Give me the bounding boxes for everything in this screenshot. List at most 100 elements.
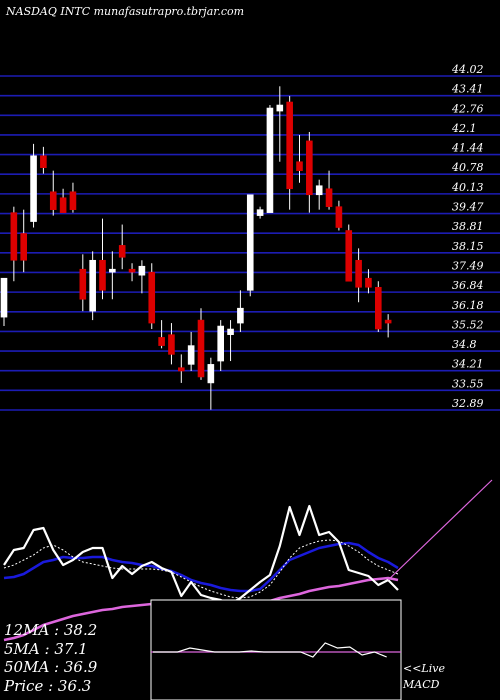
candle-body-down bbox=[178, 367, 185, 372]
candle bbox=[296, 134, 303, 183]
candle bbox=[207, 357, 215, 410]
candle bbox=[118, 224, 126, 270]
candle-body-down bbox=[306, 140, 313, 196]
candle bbox=[237, 290, 244, 332]
candle-body-down bbox=[365, 277, 372, 288]
y-tick-label: 36.18 bbox=[452, 299, 484, 312]
candle bbox=[325, 170, 333, 210]
candle-body-down bbox=[374, 286, 382, 330]
candle bbox=[10, 206, 18, 282]
candle-body-up bbox=[246, 194, 254, 291]
candle-body-down bbox=[118, 245, 126, 258]
candle-body-down bbox=[128, 268, 136, 273]
legend-12ma: 12MA : 38.2 bbox=[4, 621, 97, 639]
candle-body-up bbox=[109, 268, 116, 273]
candle-body-up bbox=[276, 104, 284, 112]
ma-blue-line bbox=[3, 541, 399, 593]
live-label: <<Live bbox=[403, 662, 445, 675]
candle bbox=[187, 331, 195, 372]
candle bbox=[89, 251, 96, 321]
candle bbox=[246, 194, 254, 297]
candle-body-down bbox=[69, 191, 77, 210]
candle-body-down bbox=[296, 161, 303, 171]
y-tick-label: 42.76 bbox=[451, 102, 484, 115]
y-tick-label: 36.84 bbox=[452, 279, 484, 292]
candle-body-up bbox=[237, 307, 244, 324]
candle bbox=[168, 323, 175, 365]
candle-body-down bbox=[384, 319, 392, 324]
y-tick-label: 34.8 bbox=[452, 338, 477, 351]
candle bbox=[49, 170, 57, 216]
chart-title: NASDAQ INTC munafasutrapro.tbrjar.com bbox=[5, 5, 244, 18]
y-tick-label: 40.13 bbox=[451, 181, 484, 194]
candlestick-series bbox=[0, 86, 392, 410]
candle-body-up bbox=[138, 265, 146, 276]
candle-body-up bbox=[0, 277, 8, 318]
candle-body-down bbox=[355, 259, 362, 288]
y-tick-label: 43.41 bbox=[451, 83, 484, 96]
candle bbox=[109, 251, 116, 300]
candle bbox=[335, 200, 343, 231]
candle bbox=[315, 179, 323, 210]
candle-body-up bbox=[256, 209, 264, 216]
candle-body-up bbox=[315, 185, 323, 196]
candle bbox=[276, 86, 284, 162]
candle bbox=[59, 188, 67, 213]
candle bbox=[0, 277, 8, 327]
candle bbox=[148, 263, 156, 330]
candle bbox=[306, 131, 313, 213]
y-tick-label: 37.49 bbox=[452, 259, 484, 272]
candle-body-down bbox=[158, 337, 165, 346]
y-tick-label: 41.44 bbox=[451, 142, 484, 155]
legend-5ma: 5MA : 37.1 bbox=[4, 640, 88, 658]
candle-body-down bbox=[20, 233, 28, 261]
y-tick-label: 38.15 bbox=[452, 240, 484, 253]
candle bbox=[374, 281, 382, 332]
candle-body-down bbox=[10, 212, 18, 261]
candle bbox=[158, 320, 165, 349]
candle-body-down bbox=[49, 191, 57, 210]
candle bbox=[256, 206, 264, 219]
candle bbox=[345, 224, 353, 282]
candle-body-down bbox=[40, 155, 47, 168]
y-tick-label: 35.52 bbox=[452, 318, 484, 331]
candle bbox=[355, 248, 362, 303]
legend-50ma: 50MA : 36.9 bbox=[4, 658, 98, 676]
candle-body-up bbox=[30, 155, 37, 222]
y-tick-label: 32.89 bbox=[452, 397, 484, 410]
candle bbox=[384, 314, 392, 338]
candle bbox=[178, 354, 185, 383]
candle-body-up bbox=[266, 107, 274, 213]
y-axis-tick-labels: 44.02 43.41 42.76 42.1 41.44 40.78 40.13 39.47 3… bbox=[451, 63, 484, 410]
candle-body-down bbox=[345, 230, 353, 282]
y-tick-label: 42.1 bbox=[451, 122, 477, 135]
candle bbox=[20, 209, 28, 273]
spike-line bbox=[387, 479, 493, 581]
ma12-line bbox=[3, 504, 399, 606]
candle bbox=[99, 218, 106, 300]
candle-body-down bbox=[197, 319, 205, 378]
signal-line bbox=[3, 539, 399, 599]
candle bbox=[197, 308, 205, 380]
macd-label: MACD bbox=[402, 678, 440, 691]
y-tick-label: 33.55 bbox=[452, 377, 484, 390]
y-tick-label: 40.78 bbox=[451, 161, 484, 174]
candle-body-down bbox=[168, 334, 175, 355]
candle-body-down bbox=[99, 259, 106, 291]
candle-body-down bbox=[79, 268, 87, 300]
candle bbox=[227, 320, 234, 362]
y-tick-label: 34.21 bbox=[452, 358, 484, 371]
candle-body-down bbox=[148, 271, 156, 324]
candle bbox=[266, 105, 274, 213]
macd-inset-panel bbox=[150, 599, 402, 700]
candle bbox=[138, 260, 146, 294]
candle-body-up bbox=[187, 345, 195, 365]
candle-body-down bbox=[325, 188, 333, 207]
macd-series bbox=[151, 642, 401, 658]
candle-body-down bbox=[286, 101, 293, 190]
candle-body-up bbox=[217, 325, 224, 362]
macd-line bbox=[153, 642, 387, 658]
candle bbox=[128, 263, 136, 282]
